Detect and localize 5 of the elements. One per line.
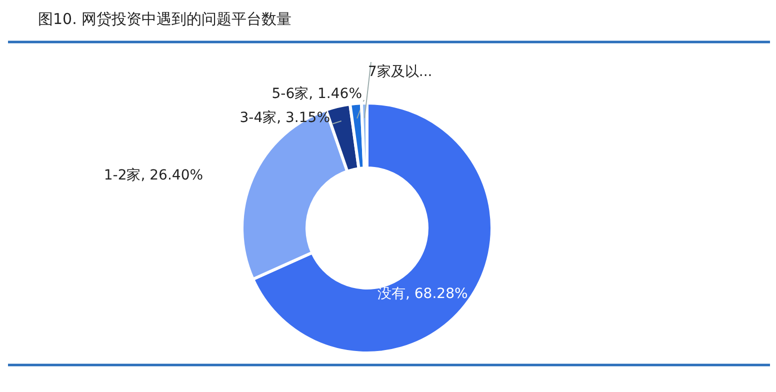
slice-label: 7家及以... [368,64,432,80]
slice-label: 5-6家, 1.46% [272,86,362,102]
slice-label: 没有, 68.28% [378,286,468,302]
chart-title: 图10. 网贷投资中遇到的问题平台数量 [38,10,292,28]
slice-label: 1-2家, 26.40% [104,168,204,184]
